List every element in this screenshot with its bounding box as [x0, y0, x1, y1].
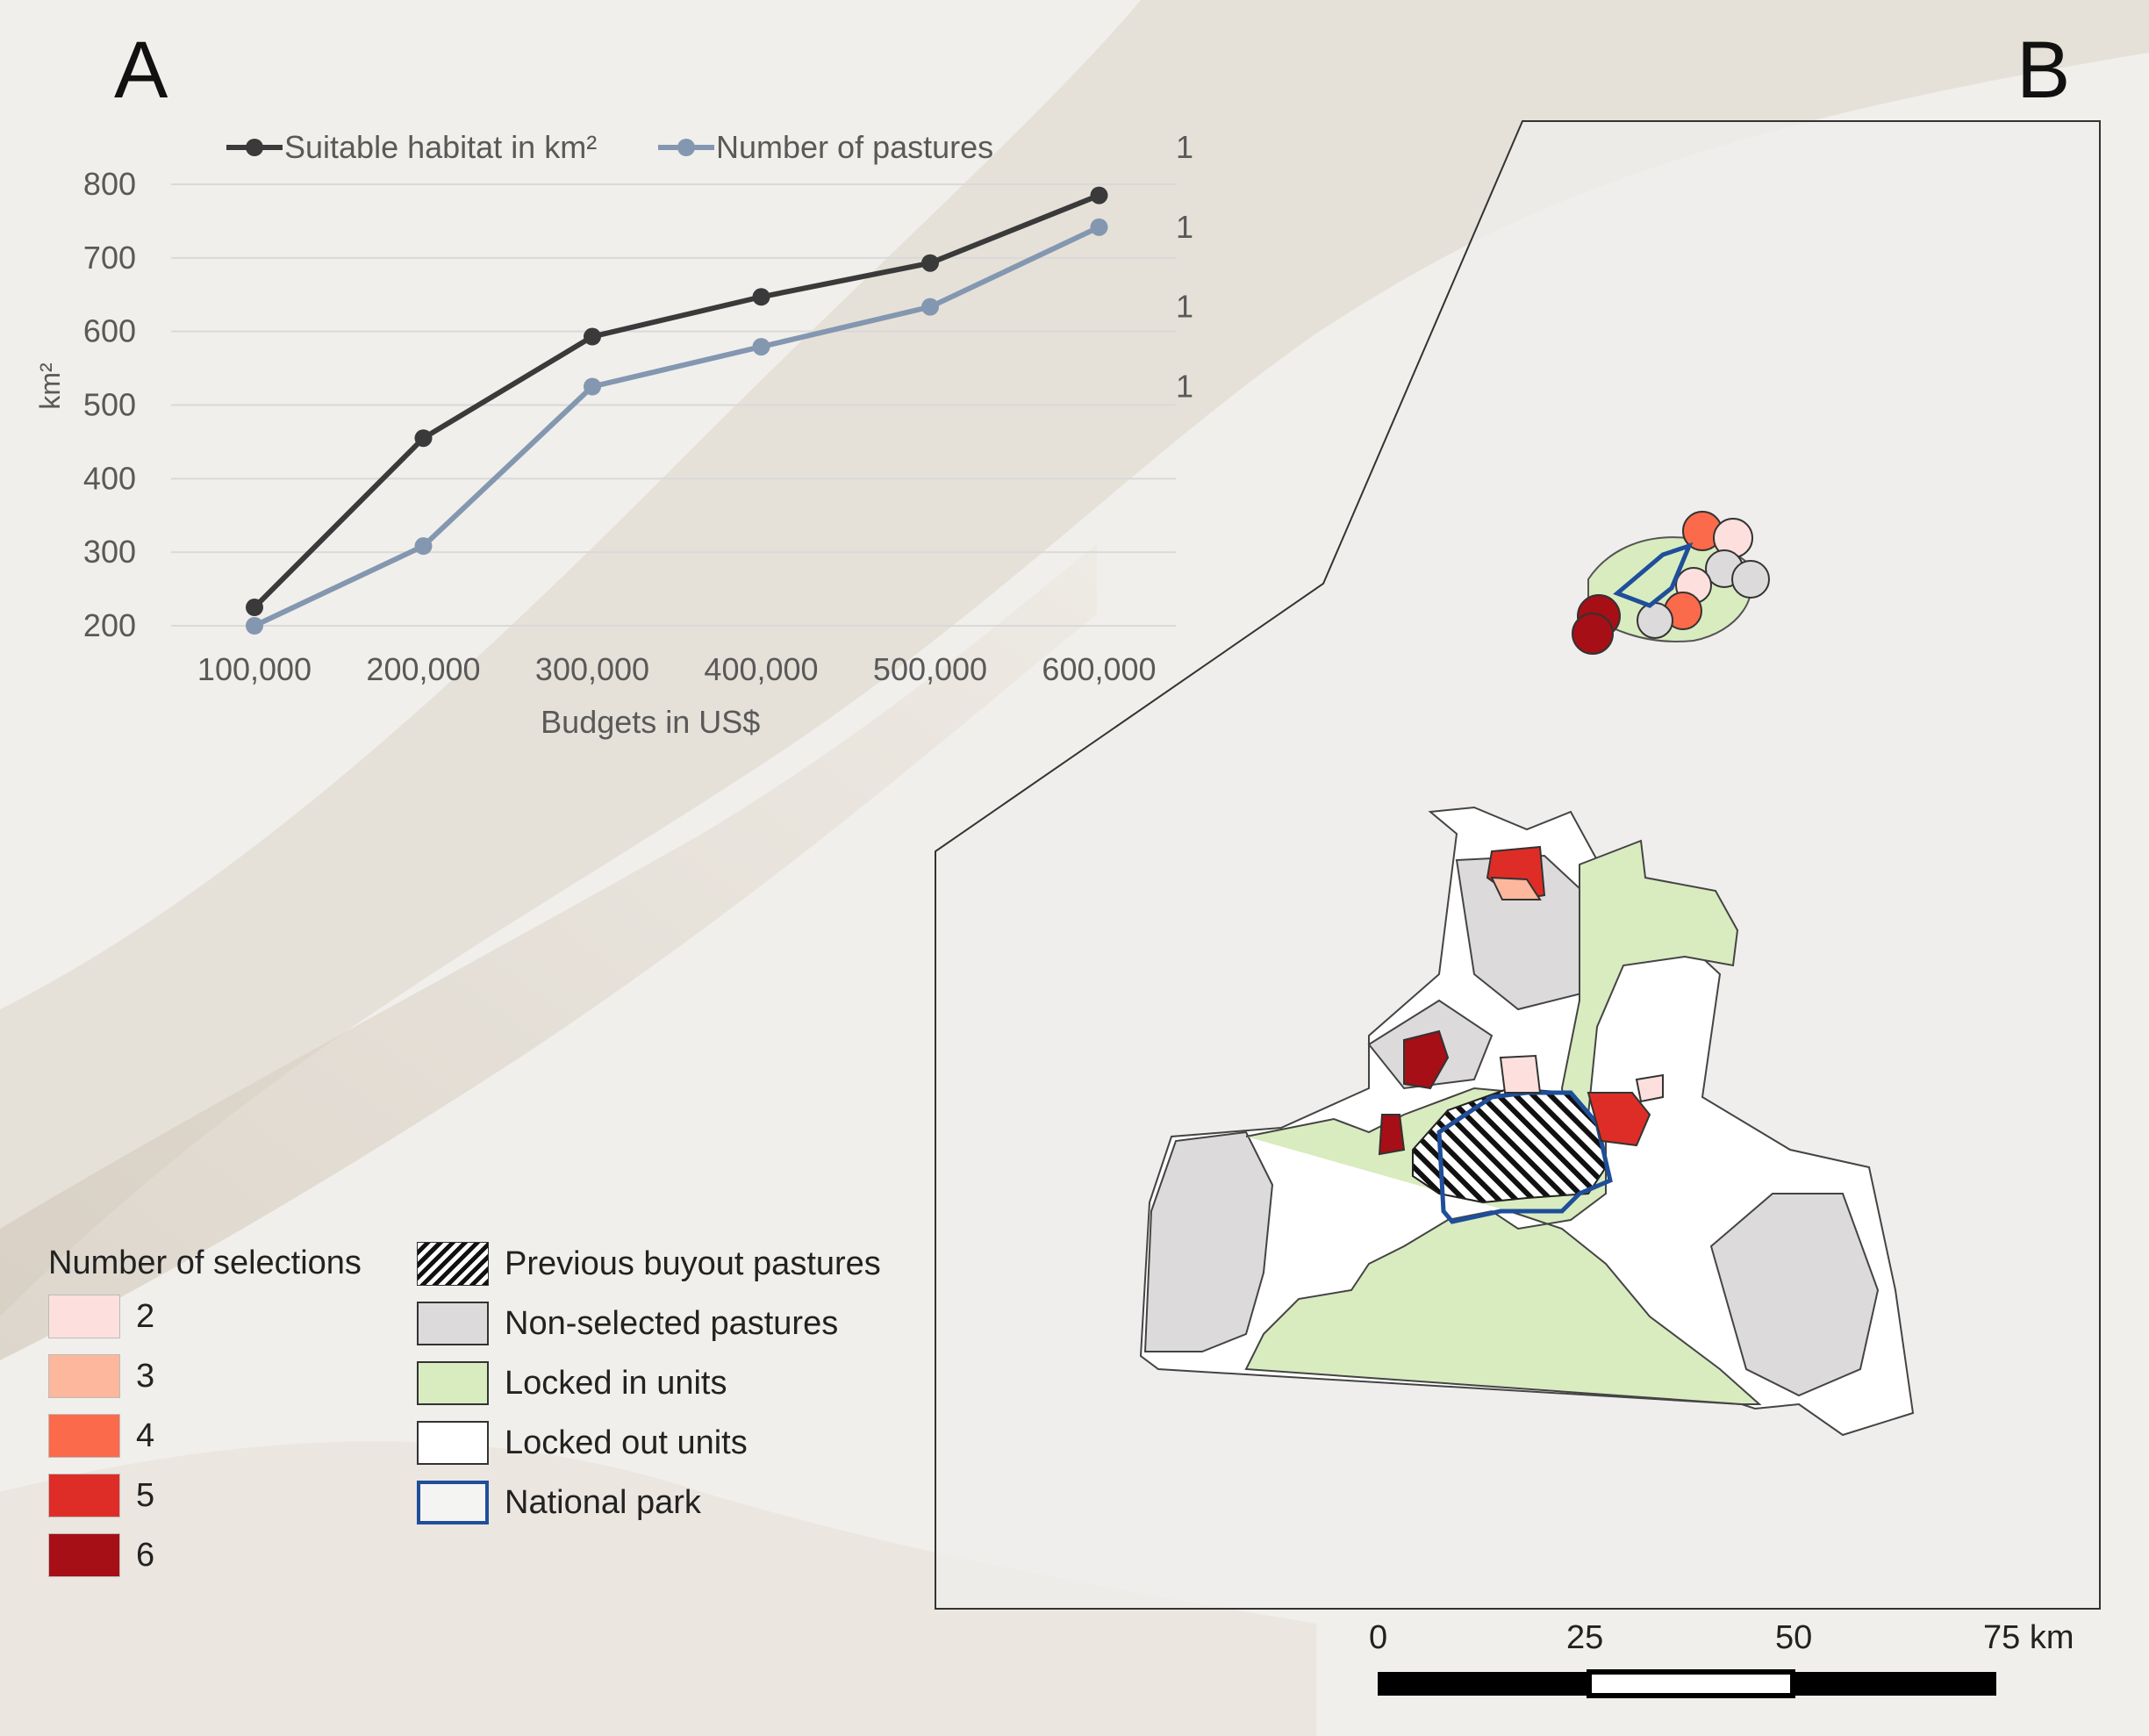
- main-cluster: [1139, 806, 1915, 1437]
- scale-label-50: 50: [1775, 1619, 1813, 1656]
- legend-swatch: [48, 1295, 120, 1338]
- legend-label: 2: [136, 1297, 155, 1335]
- selections-legend-item: 4: [48, 1414, 154, 1458]
- data-point: [921, 254, 939, 272]
- legend-label: Previous buyout pastures: [505, 1245, 881, 1282]
- scale-bar-seg-2: [1587, 1669, 1795, 1698]
- scale-bar-seg-1: [1378, 1672, 1589, 1696]
- mountain-ridge: [0, 0, 2149, 1316]
- north-national-park: [1613, 542, 1694, 608]
- legend-label: 4: [136, 1417, 155, 1454]
- legend-swatch: [417, 1481, 489, 1524]
- x-tick-label: 300,000: [535, 651, 649, 687]
- legend-swatch: [48, 1474, 120, 1517]
- y-tick-label: 700: [83, 240, 136, 276]
- panel-label-b: B: [2016, 25, 2071, 115]
- selections-legend-item: 2: [48, 1295, 154, 1338]
- legend-label: 5: [136, 1476, 155, 1514]
- data-point: [584, 327, 601, 346]
- data-point: [752, 338, 770, 356]
- data-point: [414, 429, 433, 448]
- mountain-ridge-south: [0, 1441, 1316, 1736]
- north-pasture-grey-c: [1637, 602, 1673, 639]
- legend-entry: Suitable habitat in km²: [284, 129, 597, 165]
- main-pasture-3-north: [1490, 876, 1542, 900]
- data-point: [1090, 218, 1108, 236]
- y-tick-label: 400: [83, 460, 136, 496]
- panel-label-a: A: [114, 25, 168, 115]
- x-tick-label: 100,000: [197, 651, 312, 687]
- y-axis-label: km²: [34, 362, 66, 410]
- legend-label: Locked in units: [505, 1364, 727, 1402]
- units-legend-item: Non-selected pastures: [417, 1302, 838, 1345]
- selections-legend-item: 5: [48, 1474, 154, 1517]
- legend-swatch: [48, 1414, 120, 1458]
- main-grey-west: [1143, 1130, 1274, 1352]
- north-cluster: [1572, 511, 1770, 655]
- main-pasture-6-southwest: [1378, 1114, 1406, 1156]
- series-line: [253, 225, 1100, 628]
- legend-marker: [677, 139, 695, 156]
- scale-bar: [1378, 1669, 1996, 1698]
- legend-label: 3: [136, 1357, 155, 1395]
- selections-legend-title: Number of selections: [48, 1245, 362, 1281]
- y2-tick-label: 14: [1176, 209, 1193, 245]
- legend-swatch: [417, 1421, 489, 1465]
- main-pasture-2-east: [1635, 1073, 1664, 1103]
- y-tick-label: 600: [83, 313, 136, 349]
- y2-tick-label: 16: [1176, 129, 1193, 165]
- x-tick-label: 600,000: [1042, 651, 1156, 687]
- data-point: [246, 599, 263, 617]
- x-tick-label: 200,000: [366, 651, 480, 687]
- data-point: [1090, 186, 1108, 204]
- x-axis-label: Budgets in US$: [541, 704, 760, 740]
- legend-swatch: [417, 1242, 489, 1286]
- data-point: [246, 617, 263, 635]
- main-national-park: [1436, 1090, 1613, 1224]
- selections-legend-item: 3: [48, 1354, 154, 1398]
- main-pasture-2-center: [1499, 1054, 1542, 1094]
- north-pasture-6b: [1572, 613, 1614, 655]
- legend-label: National park: [505, 1483, 701, 1521]
- legend-marker: [246, 139, 263, 156]
- units-legend-item: National park: [417, 1481, 701, 1524]
- mountain-ridge-dark: [0, 544, 1097, 1360]
- main-green-south: [1244, 1087, 1762, 1405]
- legend-swatch: [48, 1533, 120, 1577]
- y-tick-label: 300: [83, 534, 136, 570]
- scale-bar-seg-3: [1793, 1672, 1996, 1696]
- legend-label: 6: [136, 1536, 155, 1574]
- data-point: [921, 298, 939, 316]
- legend-swatch: [417, 1361, 489, 1405]
- y2-tick-label: 10: [1176, 369, 1193, 405]
- y2-tick-label: 12: [1176, 289, 1193, 325]
- north-pasture-grey-b: [1731, 560, 1770, 599]
- units-legend-item: Previous buyout pastures: [417, 1242, 881, 1286]
- x-tick-label: 400,000: [704, 651, 818, 687]
- units-legend-item: Locked out units: [417, 1421, 748, 1465]
- main-grey-east: [1709, 1193, 1880, 1397]
- x-tick-label: 500,000: [873, 651, 987, 687]
- data-point: [414, 537, 433, 556]
- legend-label: Non-selected pastures: [505, 1304, 839, 1342]
- selections-legend-item: 6: [48, 1533, 154, 1577]
- y-tick-label: 800: [83, 166, 136, 202]
- y-tick-label: 200: [83, 607, 136, 643]
- y-tick-label: 500: [83, 387, 136, 423]
- main-pasture-6-west: [1403, 1029, 1450, 1090]
- series-line: [252, 192, 1100, 610]
- data-point: [752, 288, 770, 306]
- legend-entry: Number of pastures: [716, 129, 993, 165]
- data-point: [584, 377, 601, 396]
- main-pasture-5-east: [1587, 1092, 1651, 1147]
- scale-label-25: 25: [1566, 1619, 1604, 1656]
- legend-swatch: [417, 1302, 489, 1345]
- line-chart: 20030040050060070080046810121416100,0002…: [34, 129, 1193, 740]
- scale-label-0: 0: [1369, 1619, 1388, 1656]
- scale-label-75: 75 km: [1983, 1619, 2074, 1656]
- legend-swatch: [48, 1354, 120, 1398]
- legend-label: Locked out units: [505, 1424, 748, 1461]
- units-legend-item: Locked in units: [417, 1361, 727, 1405]
